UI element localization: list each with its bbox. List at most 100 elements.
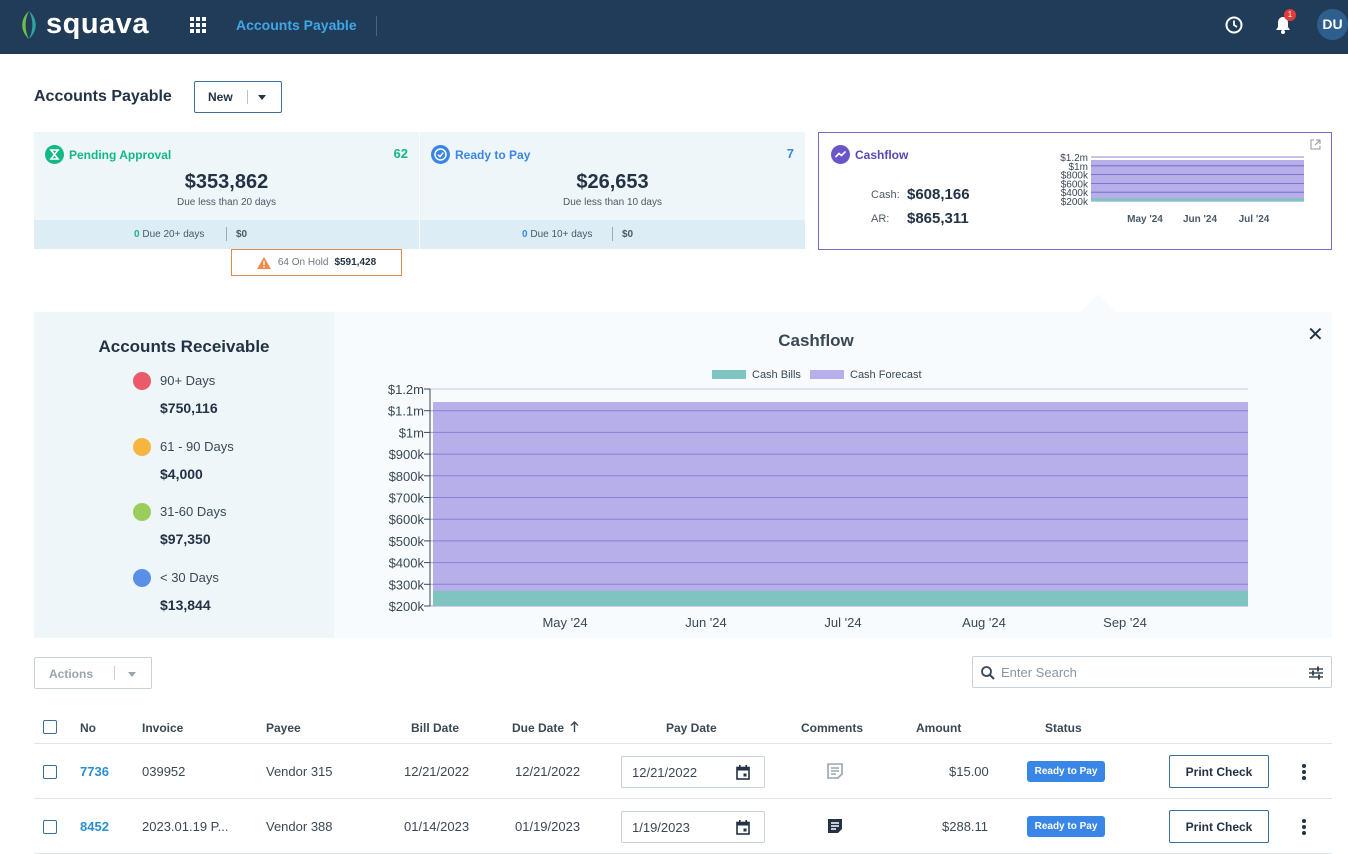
cashflow-ar-value: $865,311 [907,210,969,227]
comment-empty-icon[interactable] [827,763,843,779]
ready-footer-label: Due 10+ days [530,229,593,240]
trend-icon [831,145,850,164]
row-divider [34,798,1332,799]
col-status[interactable]: Status [1045,721,1082,735]
more-options-icon[interactable] [1302,819,1306,837]
filter-sliders-icon[interactable] [1309,666,1323,680]
payee-cell: Vendor 388 [266,819,333,834]
y-tick-label: $1.1m [388,404,424,419]
nav-accounts-payable[interactable]: Accounts Payable [236,17,357,33]
actions-separator [114,666,115,680]
header-divider [34,743,1332,744]
search-icon [981,666,995,680]
brand-logo[interactable]: squava [18,8,149,41]
search-input[interactable] [1001,663,1291,681]
payee-cell: Vendor 315 [266,764,333,779]
cashflow-card-title: Cashflow [831,145,908,164]
pending-approval-label: Pending Approval [69,147,172,162]
cashflow-ar-row: AR: $865,311 [871,210,969,227]
pending-approval-card[interactable]: Pending Approval 62 $353,862 Due less th… [34,132,419,249]
cashflow-area-chart: Cash Bills Cash Forecast $1.2m $1.1m $1m $900… [388,369,1248,630]
mini-y-tick-label: $1.2m [1060,153,1088,164]
pay-date-input[interactable]: 12/21/2022 [621,756,765,788]
bill-date-cell: 01/14/2023 [404,819,470,834]
calendar-icon[interactable] [736,820,750,835]
external-link-icon[interactable] [1310,139,1321,150]
select-all-checkbox[interactable] [43,720,57,734]
mini-x-tick-label: Jul '24 [1239,214,1270,225]
ready-footer-count: 0 [522,229,528,240]
close-icon[interactable]: ✕ [1307,324,1324,346]
col-amount[interactable]: Amount [916,721,962,735]
mini-bills-area [1091,198,1304,201]
due-date-cell: 01/19/2023 [515,819,581,834]
ready-footer-due[interactable]: 0 Due 10+ days [522,229,592,240]
mini-x-tick-label: May '24 [1127,214,1163,225]
col-invoice[interactable]: Invoice [142,721,184,735]
ready-to-pay-label: Ready to Pay [455,147,531,162]
ready-to-pay-card[interactable]: Ready to Pay 7 $26,653 Due less than 10 … [420,132,805,249]
pending-footer-amount: $0 [236,229,247,240]
chevron-down-icon[interactable] [257,94,266,100]
cashflow-cash-label: Cash: [871,189,900,201]
row-checkbox[interactable] [43,820,57,834]
on-hold-label: 64 On Hold [277,257,329,268]
top-bar: squava Accounts Payable 1 DU [0,0,1348,54]
actions-label: Actions [49,667,94,681]
x-tick-label: Jul '24 [824,615,861,630]
ready-to-pay-count: 7 [786,146,794,161]
notification-badge: 1 [1284,9,1296,21]
mini-forecast-area [1091,160,1304,201]
bill-date-cell: 12/21/2022 [404,764,470,779]
status-badge: Ready to Pay [1027,761,1105,782]
legend-swatch-1 [810,370,844,379]
pay-date-input[interactable]: 1/19/2023 [621,811,765,843]
col-payee[interactable]: Payee [266,721,301,735]
cashflow-chart-title: Cashflow [778,331,854,350]
x-tick-label: Jun '24 [685,615,727,630]
y-tick-label: $800k [389,469,425,484]
col-comments[interactable]: Comments [801,721,864,735]
mini-y-tick-label: $800k [1061,171,1089,182]
actions-dropdown[interactable]: Actions [34,657,152,689]
invoice-cell: 2023.01.19 P... [142,819,229,834]
sort-ascending-icon[interactable] [570,721,579,732]
cashflow-card-label: Cashflow [855,147,909,162]
bill-number-link[interactable]: 7736 [80,764,109,779]
print-check-button[interactable]: Print Check [1169,755,1269,788]
search-box [972,656,1332,688]
series-area-cash-forecast [433,402,1248,606]
amount-cell: $15.00 [949,764,989,779]
pending-footer-due[interactable]: 0 Due 20+ days [134,229,204,240]
page-title: Accounts Payable [34,88,172,105]
col-due-date[interactable]: Due Date [512,721,579,735]
cashflow-card[interactable]: Cashflow Cash: $608,166 AR: $865,311 $1.… [818,132,1332,250]
ar-dot-90-plus [133,372,151,390]
mini-y-tick-label: $600k [1061,179,1089,190]
mini-y-tick-label: $200k [1061,197,1089,208]
chevron-down-icon[interactable] [128,672,136,677]
ready-footer-amount-value: $0 [622,229,634,240]
new-dropdown-button[interactable]: New [194,81,282,113]
ar-label-61-90: 61 - 90 Days [160,439,234,454]
bill-number-link[interactable]: 8452 [80,819,109,834]
y-tick-label: $900k [389,447,425,462]
nav-divider [376,16,377,36]
clock-icon[interactable] [1225,16,1243,34]
on-hold-badge[interactable]: 64 On Hold $591,428 [231,249,402,276]
row-checkbox[interactable] [43,765,57,779]
app-grid-icon[interactable] [190,17,206,33]
comment-filled-icon[interactable] [827,818,843,834]
hourglass-icon [45,145,64,164]
accounts-receivable-panel: Accounts Receivable 90+ Days $750,116 61… [34,312,334,638]
calendar-icon[interactable] [736,765,750,780]
col-no[interactable]: No [80,721,96,735]
col-pay-date[interactable]: Pay Date [666,721,717,735]
cashflow-cash-value: $608,166 [907,186,970,203]
ready-to-pay-amount: $26,653 [576,171,649,193]
more-options-icon[interactable] [1302,764,1306,782]
status-badge: Ready to Pay [1027,816,1105,837]
user-avatar[interactable]: DU [1317,9,1348,40]
print-check-button[interactable]: Print Check [1169,810,1269,843]
col-bill-date[interactable]: Bill Date [411,721,460,735]
